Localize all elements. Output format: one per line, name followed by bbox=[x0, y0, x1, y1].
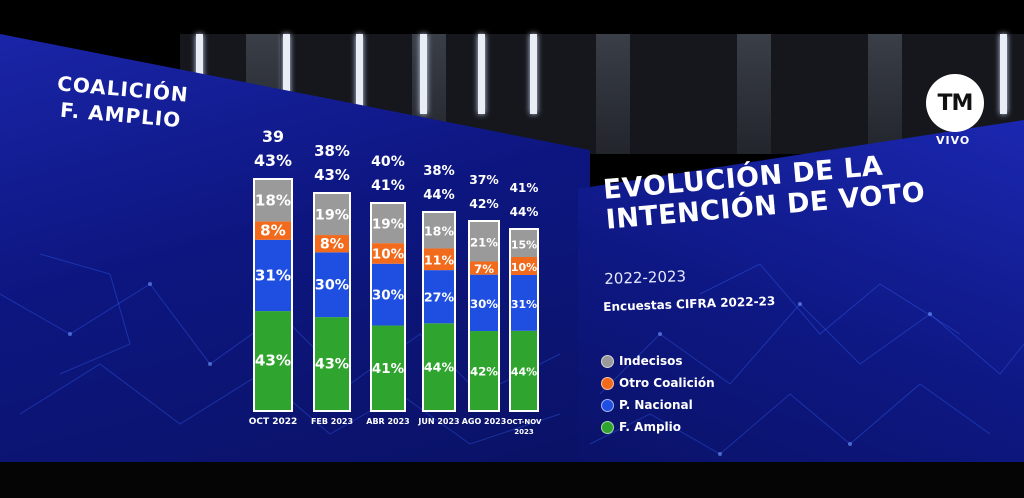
bar-segment bbox=[470, 274, 498, 332]
bar-segment bbox=[315, 235, 349, 253]
legend-swatch-otro-coalicion bbox=[601, 376, 614, 390]
network-background-graphic bbox=[0, 253, 1024, 456]
bar-segment bbox=[372, 204, 404, 244]
f-amplio-total-label: 41% bbox=[371, 178, 405, 194]
bar-data-label: 21% bbox=[470, 236, 498, 250]
bar-data-label: 19% bbox=[372, 218, 405, 233]
bar-segment bbox=[315, 194, 349, 236]
bar-segment bbox=[372, 243, 404, 264]
bar-segment bbox=[255, 239, 291, 312]
f-amplio-total-label: 44% bbox=[510, 205, 539, 219]
bar-segment bbox=[372, 263, 404, 326]
bar-data-label: 31% bbox=[511, 298, 537, 311]
studio-light bbox=[356, 34, 363, 114]
studio-light bbox=[1000, 34, 1007, 114]
category-tick-label: 2023 bbox=[514, 428, 534, 436]
bar-data-label: 8% bbox=[320, 237, 344, 253]
bar-data-label: 42% bbox=[470, 365, 498, 379]
bar-segment bbox=[470, 222, 498, 262]
bar-segment bbox=[315, 252, 349, 318]
bar-data-label: 44% bbox=[424, 360, 455, 375]
studio-pillar bbox=[596, 34, 630, 154]
legend-swatch-p-nacional bbox=[601, 398, 614, 412]
bar-segment bbox=[255, 180, 291, 222]
bar-data-label: 41% bbox=[372, 362, 405, 377]
coalicion-total-label: 40% bbox=[371, 154, 405, 170]
bar-segment bbox=[470, 261, 498, 275]
bar-data-label: 19% bbox=[315, 208, 349, 224]
studio-light bbox=[283, 34, 290, 114]
bar-data-label: 10% bbox=[511, 261, 537, 274]
bar-data-label: 30% bbox=[470, 297, 498, 311]
live-label: VIVO bbox=[936, 134, 971, 147]
bar-segment bbox=[511, 275, 537, 331]
studio-pillar bbox=[868, 34, 902, 154]
legend-swatch-indecisos bbox=[601, 354, 614, 368]
f-amplio-total-label: 44% bbox=[423, 188, 455, 203]
bar-segment bbox=[372, 325, 404, 410]
bar-data-label: 7% bbox=[474, 262, 494, 276]
top-black-bar bbox=[0, 0, 1024, 34]
studio-light bbox=[420, 34, 427, 114]
legend-swatch-f-amplio bbox=[601, 420, 614, 434]
studio-light bbox=[530, 34, 537, 114]
legend: Indecisos Otro Coalición P. Nacional F. … bbox=[601, 350, 715, 438]
bar-data-label: 8% bbox=[260, 222, 286, 240]
legend-label: F. Amplio bbox=[619, 420, 682, 434]
bar-data-label: 27% bbox=[424, 290, 455, 305]
bar-segment bbox=[424, 248, 454, 271]
category-tick-label: FEB 2023 bbox=[311, 417, 353, 426]
bar-data-label: 44% bbox=[511, 365, 537, 378]
bar-segment bbox=[255, 311, 291, 410]
legend-label: P. Nacional bbox=[619, 398, 693, 412]
category-tick-label: OCT-NOV bbox=[507, 418, 542, 426]
coalicion-total-label: 38% bbox=[314, 142, 350, 160]
category-tick-label: OCT 2022 bbox=[249, 417, 298, 427]
bar-data-label: 18% bbox=[424, 224, 455, 239]
bar-segment bbox=[315, 317, 349, 410]
bar-data-label: 18% bbox=[255, 192, 291, 210]
legend-item-f-amplio: F. Amplio bbox=[601, 416, 715, 438]
bar-data-label: 10% bbox=[372, 247, 405, 262]
bottom-black-bar bbox=[0, 462, 1024, 498]
legend-item-otro-coalicion: Otro Coalición bbox=[601, 372, 715, 394]
bar-data-label: 43% bbox=[315, 357, 349, 373]
legend-item-p-nacional: P. Nacional bbox=[601, 394, 715, 416]
bar-data-label: 43% bbox=[255, 352, 291, 370]
category-tick-label: JUN 2023 bbox=[417, 417, 459, 426]
coalicion-total-label: 39 bbox=[262, 127, 284, 146]
bar-data-label: 30% bbox=[372, 289, 405, 304]
bar-data-label: 11% bbox=[424, 252, 455, 267]
bar-segment bbox=[424, 270, 454, 324]
bar-segment bbox=[424, 213, 454, 249]
category-tick-label: ABR 2023 bbox=[366, 417, 410, 426]
legend-item-indecisos: Indecisos bbox=[601, 350, 715, 372]
bar-data-label: 31% bbox=[255, 266, 291, 284]
f-amplio-total-label: 43% bbox=[254, 151, 292, 170]
coalicion-total-label: 37% bbox=[469, 173, 498, 187]
f-amplio-total-label: 42% bbox=[469, 197, 498, 211]
legend-label: Otro Coalición bbox=[619, 376, 715, 390]
bar-data-label: 30% bbox=[315, 278, 349, 294]
bar-data-label: 15% bbox=[511, 239, 537, 252]
bar-segment bbox=[511, 230, 537, 257]
studio-pillar bbox=[737, 34, 771, 154]
bar-segment bbox=[424, 323, 454, 410]
f-amplio-total-label: 43% bbox=[314, 166, 350, 184]
bar-segment bbox=[255, 221, 291, 240]
coalicion-total-label: 41% bbox=[510, 181, 539, 195]
bar-segment bbox=[470, 331, 498, 410]
period-label: 2022-2023 bbox=[604, 267, 687, 288]
studio-light bbox=[478, 34, 485, 114]
coalicion-total-label: 38% bbox=[423, 164, 455, 179]
category-tick-label: AGO 2023 bbox=[462, 417, 507, 426]
bar-segment bbox=[511, 330, 537, 410]
legend-label: Indecisos bbox=[619, 354, 683, 368]
tm-logo-icon: TM bbox=[926, 74, 984, 132]
bar-segment bbox=[511, 257, 537, 275]
